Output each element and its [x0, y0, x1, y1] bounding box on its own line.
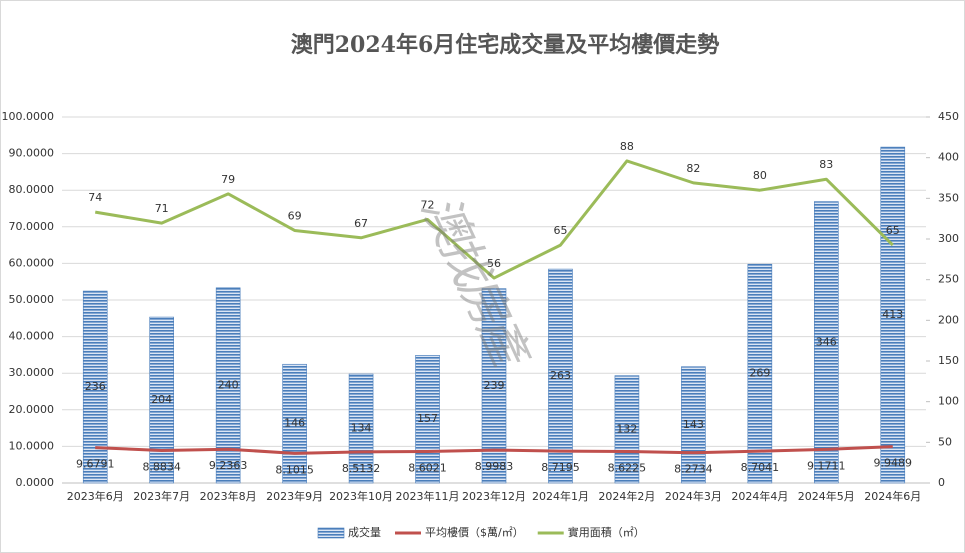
- watermark: 澳找房產: [411, 187, 540, 378]
- y2-tick-label: 450: [938, 110, 959, 123]
- data-label: 8.2734: [674, 463, 713, 476]
- data-label: 269: [749, 367, 770, 380]
- x-tick-label: 2024年5月: [798, 489, 855, 503]
- data-label: 8.1015: [275, 463, 314, 476]
- y2-tick-label: 400: [938, 151, 959, 164]
- data-label: 239: [484, 379, 505, 392]
- data-label: 263: [550, 369, 571, 382]
- data-label: 240: [218, 378, 239, 391]
- y-tick-label: 90.0000: [9, 147, 55, 160]
- data-label: 72: [421, 198, 435, 211]
- x-tick-label: 2023年8月: [200, 489, 257, 503]
- bar: [880, 146, 906, 484]
- y-tick-label: 0.0000: [16, 476, 55, 489]
- y2-tick-label: 100: [938, 395, 959, 408]
- y2-tick-label: 250: [938, 273, 959, 286]
- legend-swatch: [317, 527, 345, 539]
- data-label: 74: [88, 191, 102, 204]
- data-label: 8.6021: [408, 462, 447, 475]
- x-tick-label: 2024年2月: [598, 489, 655, 503]
- line: [95, 445, 893, 455]
- y2-tick-label: 0: [938, 476, 945, 489]
- data-label: 134: [351, 422, 372, 435]
- data-label: 69: [288, 209, 302, 222]
- data-label: 132: [616, 422, 637, 435]
- data-label: 71: [155, 202, 169, 215]
- y-tick-label: 60.0000: [9, 256, 55, 269]
- bar: [548, 268, 573, 484]
- x-tick-label: 2024年4月: [731, 489, 788, 503]
- bar: [614, 375, 640, 484]
- y2-tick-label: 150: [938, 354, 959, 367]
- bar: [747, 263, 773, 484]
- legend-label: 平均樓價（$萬/㎡）: [425, 525, 524, 539]
- data-label: 346: [816, 335, 837, 348]
- x-tick-label: 2023年10月: [329, 489, 393, 503]
- line: [94, 159, 894, 280]
- data-label: 204: [151, 393, 172, 406]
- data-label: 82: [686, 162, 700, 175]
- data-label: 8.5132: [342, 462, 381, 475]
- y2-tick-label: 300: [938, 232, 959, 245]
- data-label: 83: [819, 158, 833, 171]
- data-label: 9.1711: [807, 459, 846, 472]
- x-tick-label: 2023年7月: [133, 489, 190, 503]
- data-label: 65: [553, 224, 567, 237]
- data-label: 88: [620, 140, 634, 153]
- data-label: 8.9983: [475, 460, 514, 473]
- y2-tick-label: 200: [938, 313, 959, 326]
- y-tick-label: 70.0000: [9, 220, 55, 233]
- data-label: 8.7041: [741, 461, 780, 474]
- bar: [282, 363, 307, 484]
- data-label: 8.6225: [608, 461, 647, 474]
- data-label: 80: [753, 169, 767, 182]
- y-tick-label: 30.0000: [9, 366, 55, 379]
- bar: [82, 290, 108, 484]
- data-label: 79: [221, 173, 235, 186]
- data-label: 146: [284, 417, 305, 430]
- y-tick-label: 50.0000: [9, 293, 55, 306]
- x-tick-label: 2023年9月: [266, 489, 323, 503]
- data-label: 8.7195: [541, 461, 580, 474]
- x-tick-label: 2023年11月: [396, 489, 460, 503]
- data-label: 9.6791: [76, 458, 115, 471]
- bar: [814, 201, 839, 484]
- bar: [348, 373, 374, 484]
- x-tick-label: 2024年6月: [864, 489, 921, 503]
- y-tick-label: 20.0000: [9, 403, 55, 416]
- bar: [681, 366, 706, 484]
- data-label: 143: [683, 418, 704, 431]
- data-label: 413: [882, 308, 903, 321]
- data-label: 9.2363: [209, 459, 248, 472]
- y-tick-label: 40.0000: [9, 330, 55, 343]
- x-tick-label: 2024年1月: [532, 489, 589, 503]
- data-label: 8.8834: [142, 460, 181, 473]
- data-label: 56: [487, 257, 501, 270]
- data-label: 67: [354, 217, 368, 230]
- x-tick-label: 2024年3月: [665, 489, 722, 503]
- bar: [149, 316, 174, 484]
- bar: [415, 355, 440, 484]
- data-label: 65: [886, 224, 900, 237]
- y2-tick-label: 50: [938, 435, 952, 448]
- x-tick-label: 2023年12月: [462, 489, 526, 503]
- legend-label: 實用面積（㎡）: [568, 525, 645, 539]
- data-label: 157: [417, 412, 438, 425]
- y-tick-label: 10.0000: [9, 439, 55, 452]
- chart-title: 澳門2024年6月住宅成交量及平均樓價走勢: [291, 32, 720, 58]
- y-tick-label: 100.0000: [2, 110, 55, 123]
- data-label: 236: [85, 380, 106, 393]
- y-tick-label: 80.0000: [9, 183, 55, 196]
- y2-tick-label: 350: [938, 191, 959, 204]
- data-label: 9.9489: [874, 457, 913, 470]
- legend-label: 成交量: [348, 525, 381, 539]
- x-tick-label: 2023年6月: [67, 489, 124, 503]
